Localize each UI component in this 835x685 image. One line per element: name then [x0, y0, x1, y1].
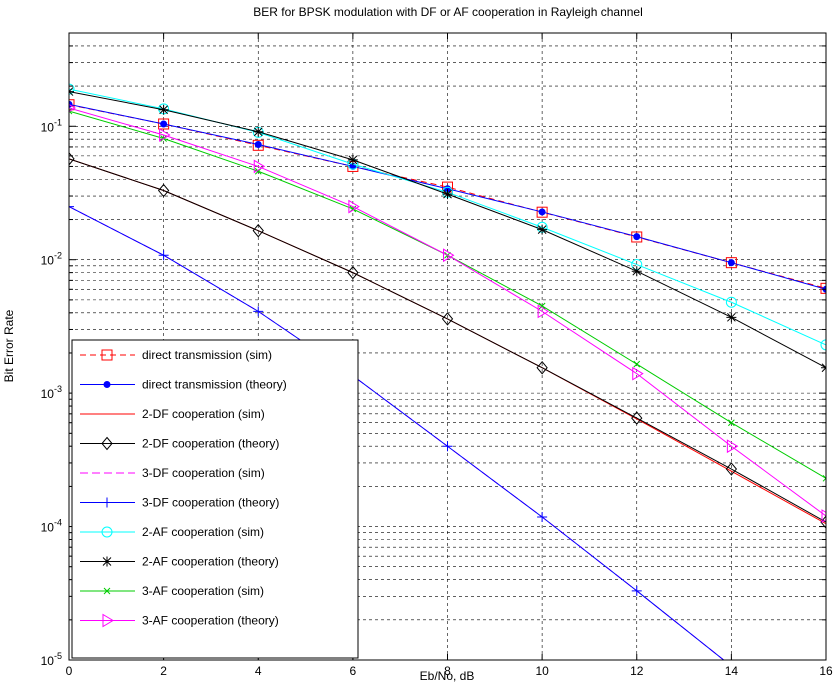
marker-star: [348, 155, 358, 165]
legend-label: 2-DF cooperation (sim): [142, 407, 265, 421]
x-axis-label: Eb/No, dB: [420, 669, 475, 683]
x-tick-label: 4: [255, 664, 262, 678]
legend-label: 2-DF cooperation (theory): [142, 437, 279, 451]
marker-dot: [634, 234, 640, 240]
legend-label: 3-AF cooperation (theory): [142, 614, 279, 628]
legend: direct transmission (sim) direct transmis…: [72, 340, 358, 658]
marker-star: [632, 266, 642, 276]
marker-dot: [104, 382, 110, 388]
legend-label: 2-AF cooperation (sim): [142, 525, 264, 539]
x-tick-label: 6: [350, 664, 357, 678]
x-tick-label: 0: [66, 664, 73, 678]
legend-label: direct transmission (sim): [142, 348, 272, 362]
legend-label: 3-AF cooperation (sim): [142, 584, 264, 598]
marker-star: [726, 312, 736, 322]
marker-star: [253, 127, 263, 137]
marker-dot: [161, 121, 167, 127]
x-tick-label: 2: [160, 664, 167, 678]
marker-star: [537, 225, 547, 235]
x-tick-label: 10: [535, 664, 549, 678]
marker-dot: [255, 142, 261, 148]
x-tick-label: 12: [630, 664, 644, 678]
chart-title: BER for BPSK modulation with DF or AF co…: [253, 5, 643, 19]
x-tick-label: 16: [819, 664, 833, 678]
y-axis-label: Bit Error Rate: [2, 309, 16, 382]
marker-star: [443, 189, 453, 199]
legend-entry: 2-AF cooperation (sim): [80, 525, 264, 539]
legend-label: 2-AF cooperation (theory): [142, 555, 279, 569]
legend-label: 3-DF cooperation (theory): [142, 496, 279, 510]
legend-label: 3-DF cooperation (sim): [142, 466, 265, 480]
x-tick-label: 14: [725, 664, 739, 678]
legend-label: direct transmission (theory): [142, 378, 287, 392]
marker-dot: [728, 260, 734, 266]
marker-star: [159, 105, 169, 115]
marker-dot: [539, 209, 545, 215]
marker-star: [102, 557, 112, 567]
